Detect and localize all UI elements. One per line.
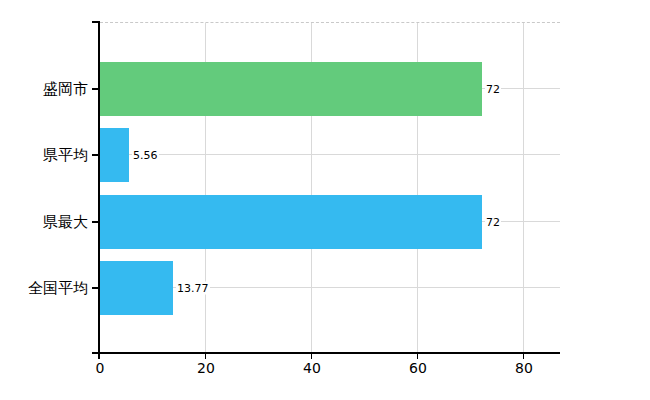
x-axis-tick-0	[98, 354, 100, 359]
bar-value-label-2: 72	[485, 216, 501, 229]
y-axis-label-2: 県最大	[0, 213, 88, 232]
bar-chart: 盛岡市県平均県最大全国平均 72 5.56 72 13.77 0 20 40 60 80	[0, 0, 650, 400]
x-axis-tick-20	[205, 354, 206, 359]
x-axis-label-20: 20	[197, 360, 215, 376]
y-axis-label-1: 県平均	[0, 146, 88, 165]
bar-1	[100, 128, 129, 182]
bar-value-label-0: 72	[485, 83, 501, 96]
x-axis-line	[92, 352, 560, 354]
bar-value-label-3: 13.77	[176, 282, 210, 295]
y-axis-tick-0	[92, 21, 99, 23]
y-axis-label-3: 全国平均	[0, 279, 88, 298]
plot-top-border	[100, 22, 560, 23]
y-axis-tick-3	[92, 221, 99, 223]
y-axis-tick-2	[92, 154, 99, 156]
bar-3	[100, 261, 173, 315]
gridline-vertical-80	[523, 23, 524, 353]
y-axis-tick-1	[92, 88, 99, 90]
bar-0	[100, 62, 482, 116]
plot-area: 盛岡市県平均県最大全国平均 72 5.56 72 13.77 0 20 40 60 80	[0, 0, 650, 400]
y-axis-line	[98, 21, 100, 358]
x-axis-label-40: 40	[303, 360, 321, 376]
x-axis-label-60: 60	[409, 360, 427, 376]
x-axis-label-0: 0	[96, 360, 105, 376]
x-axis-label-80: 80	[515, 360, 533, 376]
x-axis-tick-60	[417, 354, 418, 359]
y-axis-label-0: 盛岡市	[0, 80, 88, 99]
bar-value-label-1: 5.56	[132, 149, 159, 162]
gridline-horizontal-1	[100, 154, 560, 155]
x-axis-tick-80	[523, 354, 524, 359]
bar-2	[100, 195, 482, 249]
x-axis-tick-40	[311, 354, 312, 359]
y-axis-tick-4	[92, 287, 99, 289]
